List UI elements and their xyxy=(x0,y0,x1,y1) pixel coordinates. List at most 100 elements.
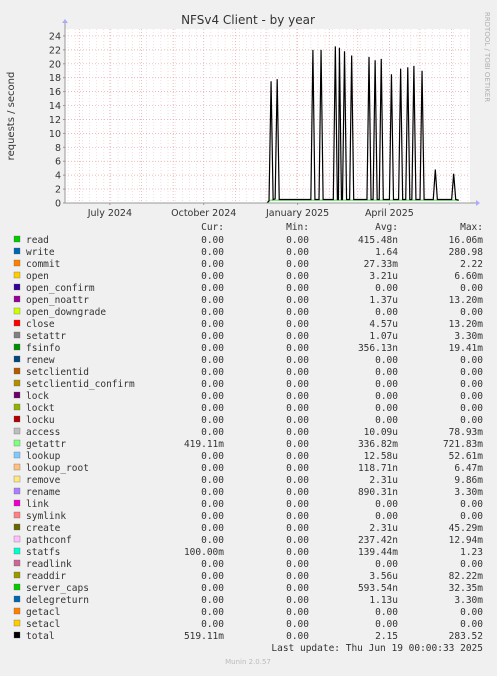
legend-row: server_caps 0.00 0.00 593.54n 32.35m xyxy=(13,583,484,594)
legend-value-min: 0.00 xyxy=(286,379,309,390)
legend-swatch-readdir xyxy=(13,571,21,579)
legend-swatch-setacl xyxy=(13,619,21,627)
legend-value-avg: 890.31n xyxy=(358,487,398,498)
legend-value-cur: 0.00 xyxy=(201,619,224,630)
legend-value-min: 0.00 xyxy=(286,523,309,534)
legend-label: remove xyxy=(26,475,61,486)
legend-value-min: 0.00 xyxy=(286,319,309,330)
x-axis-arrow xyxy=(476,200,480,206)
legend-label: server_caps xyxy=(26,583,89,594)
legend-row: getacl 0.00 0.00 0.00 0.00 xyxy=(13,607,483,618)
legend-value-max: 0.00 xyxy=(460,283,483,294)
legend-value-max: 0.00 xyxy=(460,619,483,630)
legend-value-min: 0.00 xyxy=(286,583,309,594)
x-tick-label: October 2024 xyxy=(171,208,236,219)
munin-version: Munin 2.0.57 xyxy=(225,658,271,666)
legend-value-cur: 0.00 xyxy=(201,307,224,318)
legend-row: lock 0.00 0.00 0.00 0.00 xyxy=(13,391,483,402)
legend-value-cur: 0.00 xyxy=(201,535,224,546)
legend-value-cur: 0.00 xyxy=(201,247,224,258)
legend-swatch-open_confirm xyxy=(13,283,21,291)
legend-value-max: 3.30m xyxy=(454,331,483,342)
legend-value-min: 0.00 xyxy=(286,463,309,474)
legend-label: open_confirm xyxy=(26,283,95,294)
legend-value-max: 0.00 xyxy=(460,307,483,318)
legend-value-max: 0.00 xyxy=(460,403,483,414)
legend-value-min: 0.00 xyxy=(286,283,309,294)
legend-value-max: 78.93m xyxy=(449,427,484,438)
legend-label: access xyxy=(26,427,60,438)
legend-value-cur: 0.00 xyxy=(201,559,224,570)
x-tick-label: July 2024 xyxy=(87,208,132,219)
legend-value-min: 0.00 xyxy=(286,235,309,246)
legend-value-max: 6.47m xyxy=(454,463,483,474)
legend-value-max: 0.00 xyxy=(460,559,483,570)
legend-label: readlink xyxy=(26,559,72,570)
legend-value-min: 0.00 xyxy=(286,331,309,342)
legend-value-max: 13.20m xyxy=(449,295,484,306)
legend-label: locku xyxy=(26,415,55,426)
legend-value-max: 3.30m xyxy=(454,595,483,606)
y-axis-label: requests / second xyxy=(6,72,17,161)
legend-value-max: 32.35m xyxy=(449,583,484,594)
legend-value-avg: 0.00 xyxy=(375,619,398,630)
legend-label: renew xyxy=(26,355,55,366)
legend-value-min: 0.00 xyxy=(286,547,309,558)
legend-value-min: 0.00 xyxy=(286,511,309,522)
legend-value-min: 0.00 xyxy=(286,307,309,318)
legend-value-min: 0.00 xyxy=(286,559,309,570)
y-tick-label: 12 xyxy=(49,115,61,126)
series-lines xyxy=(266,46,459,204)
legend-row: read 0.00 0.00 415.48n 16.06m xyxy=(13,235,483,246)
legend-row: link 0.00 0.00 0.00 0.00 xyxy=(13,499,483,510)
legend-value-min: 0.00 xyxy=(286,451,309,462)
legend-row: create 0.00 0.00 2.31u 45.29m xyxy=(13,523,483,534)
legend-row: open 0.00 0.00 3.21u 6.60m xyxy=(13,271,483,282)
legend-value-min: 0.00 xyxy=(286,415,309,426)
legend-swatch-getacl xyxy=(13,607,21,615)
legend-value-max: 280.98 xyxy=(449,247,484,258)
legend-value-min: 0.00 xyxy=(286,619,309,630)
legend-value-min: 0.00 xyxy=(286,535,309,546)
legend-value-cur: 0.00 xyxy=(201,295,224,306)
legend-value-avg: 2.31u xyxy=(369,475,398,486)
legend-row: delegreturn 0.00 0.00 1.13u 3.30m xyxy=(13,595,483,606)
legend-swatch-open_noattr xyxy=(13,295,21,303)
legend-value-avg: 10.09u xyxy=(364,427,398,438)
legend-value-cur: 0.00 xyxy=(201,571,224,582)
legend-value-cur: 0.00 xyxy=(201,523,224,534)
legend-label: lock xyxy=(26,391,49,402)
legend-label: setattr xyxy=(26,331,66,342)
legend-value-max: 0.00 xyxy=(460,391,483,402)
legend-swatch-renew xyxy=(13,355,21,363)
legend-label: getattr xyxy=(26,439,66,450)
legend-value-min: 0.00 xyxy=(286,391,309,402)
legend-value-cur: 0.00 xyxy=(201,607,224,618)
legend-row: lookup_root 0.00 0.00 118.71n 6.47m xyxy=(13,463,483,474)
legend-row: setclientid_confirm 0.00 0.00 0.00 0.00 xyxy=(13,379,483,390)
legend-value-min: 0.00 xyxy=(286,343,309,354)
y-tick-label: 4 xyxy=(55,171,61,182)
legend-value-avg: 12.58u xyxy=(364,451,398,462)
legend-value-max: 0.00 xyxy=(460,379,483,390)
legend-row: open_confirm 0.00 0.00 0.00 0.00 xyxy=(13,283,483,294)
legend-value-min: 0.00 xyxy=(286,439,309,450)
legend-value-min: 0.00 xyxy=(286,631,309,642)
legend-value-cur: 0.00 xyxy=(201,319,224,330)
y-tick-label: 10 xyxy=(49,129,61,140)
legend-value-cur: 0.00 xyxy=(201,415,224,426)
legend-value-cur: 0.00 xyxy=(201,427,224,438)
legend-value-cur: 0.00 xyxy=(201,379,224,390)
legend-value-avg: 0.00 xyxy=(375,403,398,414)
legend-row: locku 0.00 0.00 0.00 0.00 xyxy=(13,415,483,426)
y-axis-arrow xyxy=(62,19,68,23)
y-tick-label: 14 xyxy=(49,101,61,112)
legend-value-cur: 0.00 xyxy=(201,259,224,270)
x-tick-label: January 2025 xyxy=(265,208,329,219)
legend-value-cur: 0.00 xyxy=(201,391,224,402)
y-tick-label: 0 xyxy=(55,199,61,210)
legend-value-avg: 118.71n xyxy=(358,463,398,474)
legend-value-max: 0.00 xyxy=(460,607,483,618)
